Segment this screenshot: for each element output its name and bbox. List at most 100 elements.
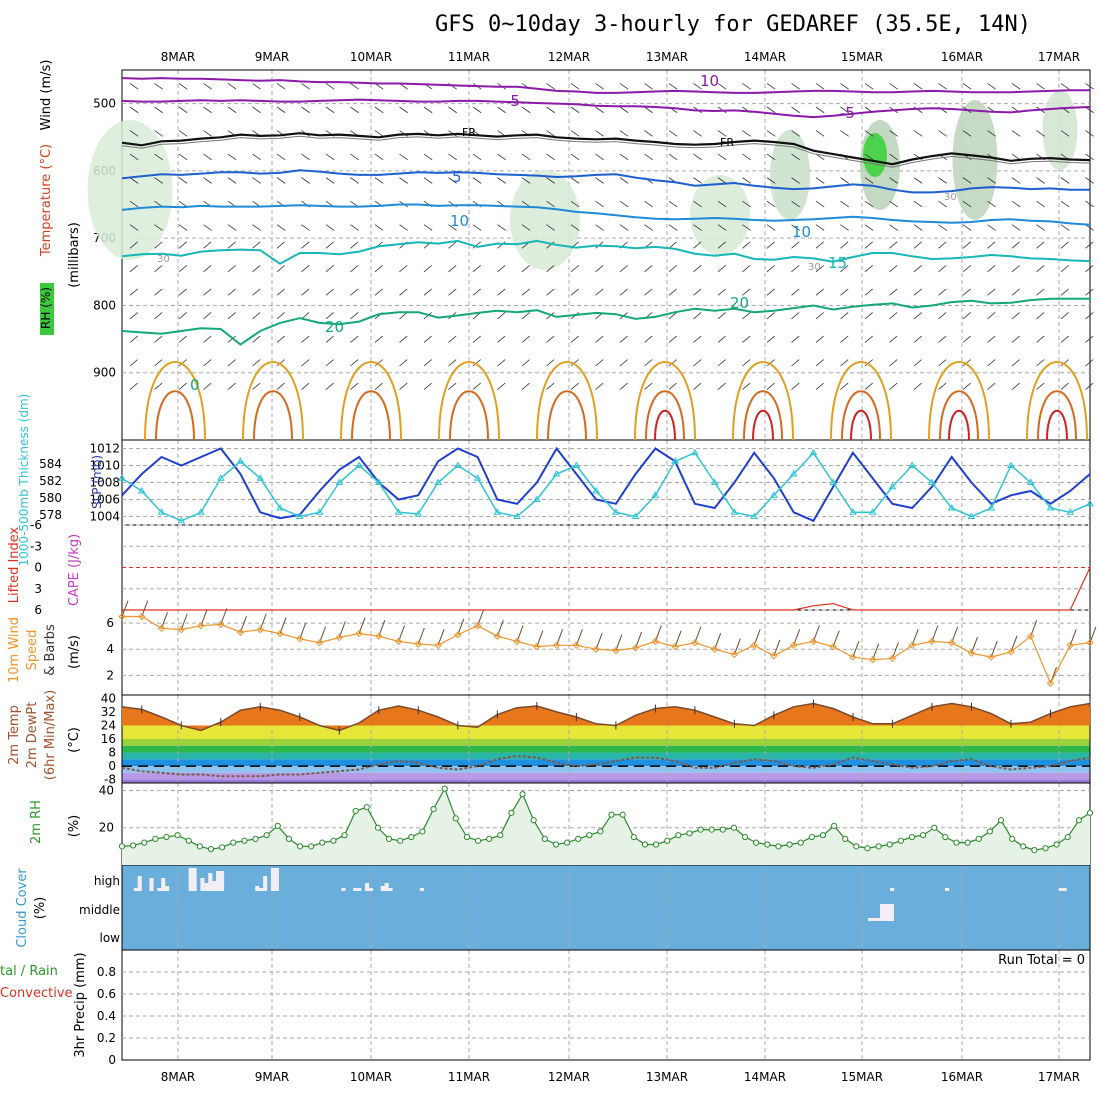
wind-barb	[129, 177, 139, 184]
wind-barb	[693, 382, 702, 390]
heating-contour	[948, 409, 970, 441]
wind-barb	[423, 153, 433, 161]
wind-barb	[178, 335, 187, 343]
wind-barb	[766, 382, 775, 390]
heating-contour	[634, 361, 696, 441]
wind-barb	[595, 177, 604, 184]
wind-barb	[1011, 224, 1021, 231]
wind-barb	[864, 153, 874, 161]
cloud-bar-high	[192, 868, 197, 891]
wind-barb	[521, 153, 531, 161]
rh-shading	[1042, 90, 1078, 170]
slp-tick: 1012	[89, 442, 120, 456]
rh-marker	[430, 805, 437, 813]
wind-speed-marker	[770, 652, 778, 660]
wind-barb	[154, 382, 163, 390]
rh-marker	[419, 828, 426, 835]
heating-contour	[242, 361, 304, 441]
wind-barb	[129, 335, 138, 343]
temp-tick: 8	[108, 746, 116, 760]
rh-marker	[530, 817, 537, 824]
wind-barb	[595, 153, 604, 161]
wind-barb	[350, 106, 359, 114]
rh-marker	[196, 843, 203, 850]
wind-barb	[301, 106, 310, 114]
slp-tick: 1006	[89, 493, 120, 507]
temp-contour-label: 15	[828, 254, 847, 272]
heating-contour	[1037, 390, 1077, 441]
wind-barb	[399, 335, 408, 343]
wind-barb	[546, 241, 555, 249]
wind-barb	[325, 224, 335, 231]
wind-barb	[1060, 130, 1070, 137]
wind-barb	[472, 335, 481, 343]
wind-barb	[472, 265, 481, 273]
rh-marker	[597, 828, 604, 835]
temp-contour-fr-shadow	[121, 135, 1091, 168]
wind-barb	[1085, 288, 1094, 296]
wind-barb	[129, 265, 138, 273]
wind-barb	[864, 200, 874, 208]
rh-marker	[786, 841, 793, 848]
temp-contour-6	[121, 239, 1091, 265]
wind10-speed-label: Speed	[25, 630, 40, 671]
wind-barb	[840, 312, 849, 320]
wind-barb	[423, 106, 433, 114]
wind-barb	[227, 83, 237, 90]
cloud-bar-high	[341, 888, 346, 891]
wind-speed-marker	[572, 641, 581, 650]
wind-barb	[350, 224, 359, 231]
wind-barb	[840, 224, 849, 231]
wind-barb	[644, 265, 653, 273]
temp-band	[122, 745, 1090, 753]
rh-marker	[619, 811, 626, 818]
wind-barb	[595, 359, 604, 367]
wind-barb	[889, 359, 898, 367]
wind10-label: 10m Wind	[7, 617, 22, 683]
temp-tick: 40	[101, 691, 116, 705]
rh-marker	[397, 837, 404, 844]
thickness-marker	[592, 487, 601, 494]
rh-marker	[374, 824, 382, 831]
rh-marker	[1086, 809, 1094, 816]
wind-barb	[350, 335, 359, 343]
wind-barb	[987, 382, 996, 390]
wind-speed-marker	[217, 620, 225, 629]
wind-barb	[301, 335, 310, 343]
wind-barb	[276, 335, 285, 343]
rh-marker	[708, 826, 715, 833]
wind-barb	[644, 200, 653, 208]
rh-marker	[541, 835, 548, 843]
wind-barb	[570, 288, 579, 296]
cloud-level-label: middle	[79, 903, 120, 917]
wind-barb	[350, 359, 359, 367]
wind-barb	[742, 335, 751, 343]
wind-barb	[497, 288, 506, 296]
thickness-marker	[414, 509, 423, 517]
wind-barb	[742, 382, 751, 390]
wind-barb	[178, 106, 188, 114]
rh-marker	[753, 839, 760, 846]
wind-barb	[742, 312, 751, 320]
wind-barb	[301, 241, 310, 249]
wind-barb	[497, 335, 506, 343]
wind-barb	[472, 153, 482, 161]
wind-barb	[595, 265, 604, 273]
wind-speed-marker	[157, 624, 166, 633]
wind-barb	[742, 288, 751, 296]
precip-tick: 0	[108, 1053, 116, 1067]
cloud-bar-middle	[868, 918, 880, 921]
wind-barb	[448, 106, 457, 114]
wind-barb	[570, 130, 580, 137]
heating-contour	[752, 409, 774, 441]
wind-barb	[178, 241, 187, 249]
wind-barb	[840, 359, 849, 367]
wind-barb	[987, 224, 996, 231]
rh-marker	[686, 830, 693, 837]
wind-barb	[987, 312, 996, 320]
wind-barb	[350, 83, 359, 90]
cloud-bar-high	[263, 876, 268, 891]
rh-marker	[697, 826, 704, 833]
wind-barb	[546, 130, 555, 137]
wind-speed-marker	[908, 641, 916, 650]
